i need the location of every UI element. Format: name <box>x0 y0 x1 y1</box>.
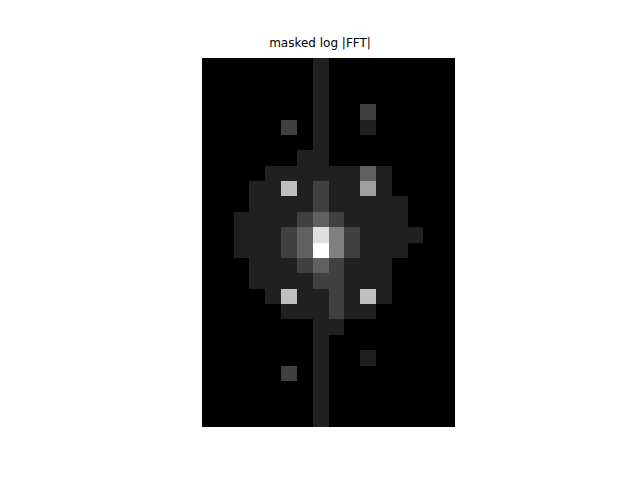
svg-text:masked log |FFT|: masked log |FFT| <box>269 36 371 50</box>
